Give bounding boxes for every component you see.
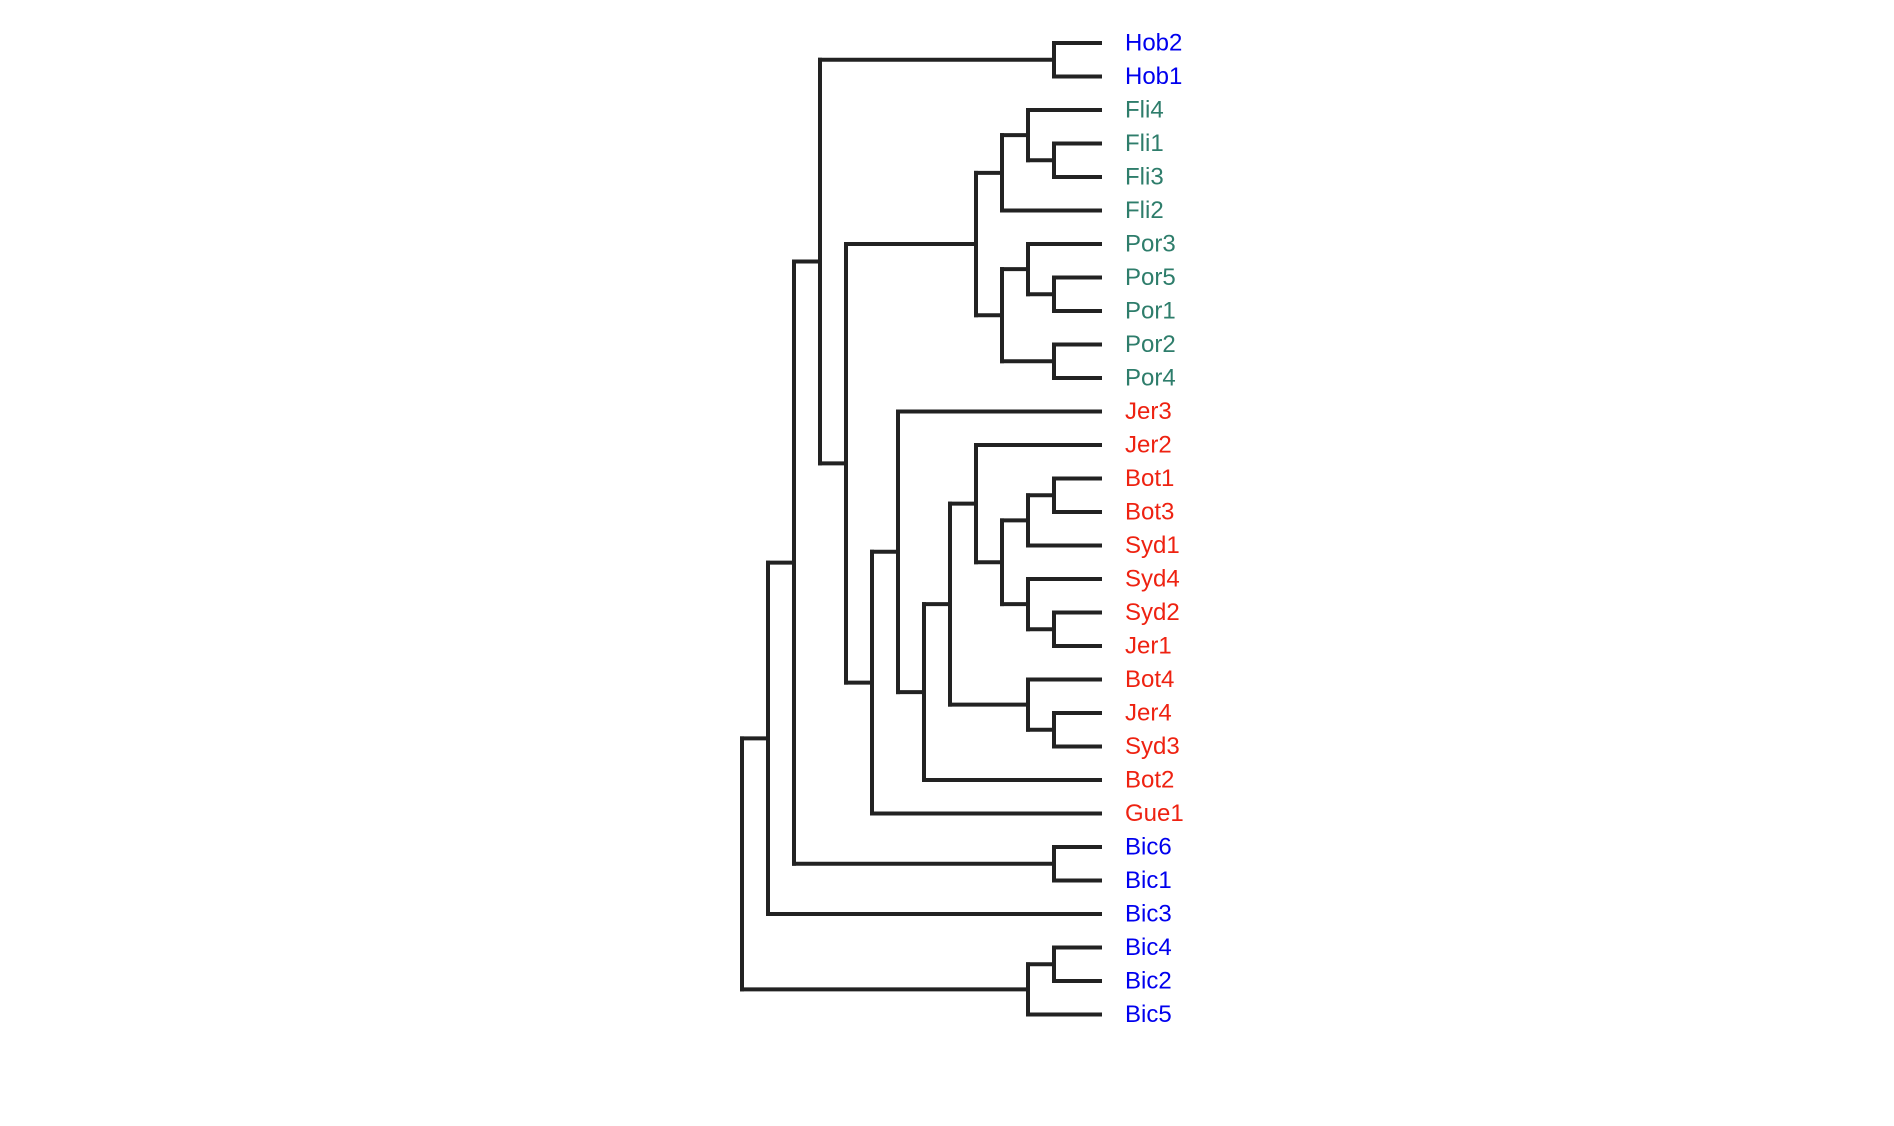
leaf-label-syd3: Syd3 — [1125, 733, 1180, 760]
leaf-label-jer3: Jer3 — [1125, 398, 1172, 425]
leaf-label-por1: Por1 — [1125, 298, 1176, 325]
leaf-label-syd4: Syd4 — [1125, 566, 1180, 593]
leaf-label-bic2: Bic2 — [1125, 968, 1172, 995]
leaf-label-syd1: Syd1 — [1125, 532, 1180, 559]
dendrogram-branches — [742, 43, 1100, 1015]
leaf-label-por4: Por4 — [1125, 365, 1176, 392]
leaf-label-por5: Por5 — [1125, 264, 1176, 291]
leaf-label-fli3: Fli3 — [1125, 164, 1164, 191]
leaf-label-gue1: Gue1 — [1125, 800, 1184, 827]
leaf-label-bic3: Bic3 — [1125, 901, 1172, 928]
leaf-label-bot2: Bot2 — [1125, 767, 1174, 794]
leaf-label-fli4: Fli4 — [1125, 97, 1164, 124]
leaf-label-fli1: Fli1 — [1125, 130, 1164, 157]
leaf-label-syd2: Syd2 — [1125, 599, 1180, 626]
leaf-label-bic4: Bic4 — [1125, 934, 1172, 961]
leaf-label-bot1: Bot1 — [1125, 465, 1174, 492]
leaf-label-bic5: Bic5 — [1125, 1001, 1172, 1028]
leaf-label-bic1: Bic1 — [1125, 867, 1172, 894]
leaf-label-jer2: Jer2 — [1125, 432, 1172, 459]
leaf-label-jer1: Jer1 — [1125, 633, 1172, 660]
leaf-label-jer4: Jer4 — [1125, 700, 1172, 727]
leaf-label-bic6: Bic6 — [1125, 834, 1172, 861]
leaf-labels: Hob2 Hob1 Fli4 Fli1 Fli3 Fli2 Por3 Por5 Por1 Por2… — [1125, 30, 1184, 1029]
leaf-label-por2: Por2 — [1125, 331, 1176, 358]
leaf-label-bot3: Bot3 — [1125, 499, 1174, 526]
leaf-label-hob2: Hob2 — [1125, 30, 1182, 57]
leaf-label-bot4: Bot4 — [1125, 666, 1174, 693]
leaf-label-por3: Por3 — [1125, 231, 1176, 258]
leaf-label-fli2: Fli2 — [1125, 197, 1164, 224]
leaf-label-hob1: Hob1 — [1125, 63, 1182, 90]
